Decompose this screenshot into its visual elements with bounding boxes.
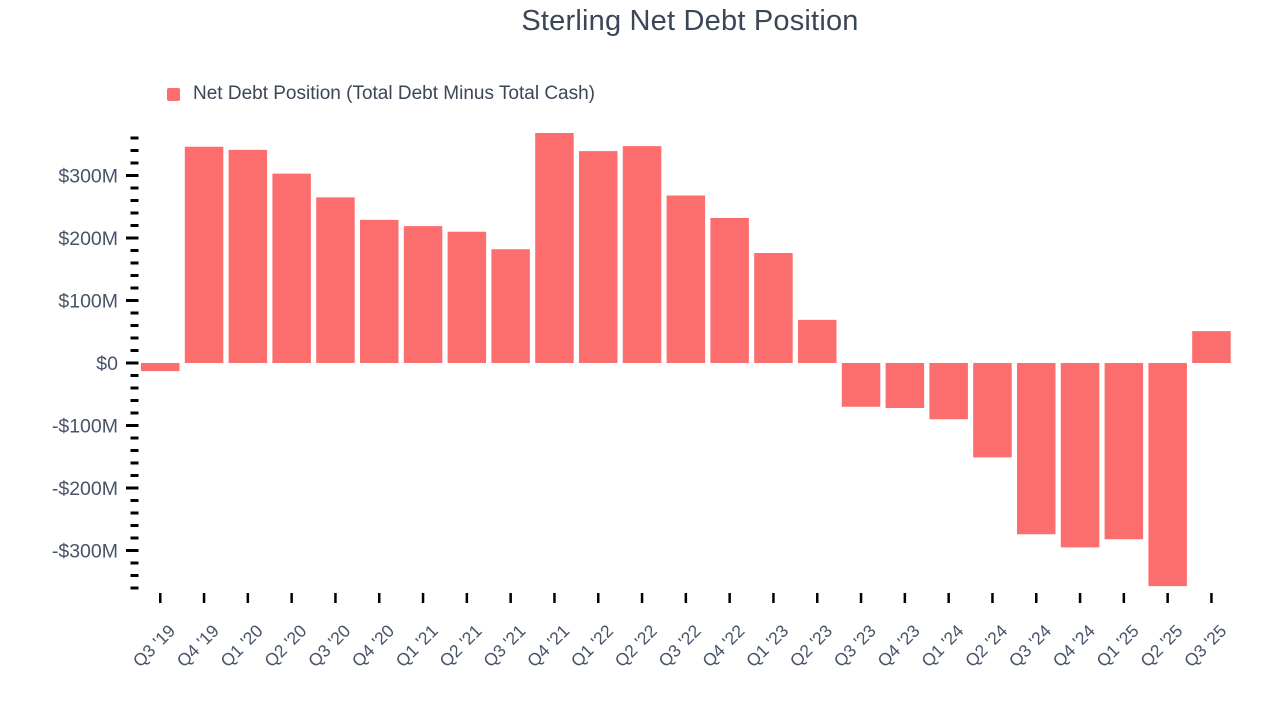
legend-label: Net Debt Position (Total Debt Minus Tota… xyxy=(193,83,595,104)
x-axis-label: Q4 '24 xyxy=(1049,620,1099,670)
bar-q1-25 xyxy=(1104,363,1144,540)
x-axis-label: Q3 '20 xyxy=(304,620,354,670)
bar-q4-22 xyxy=(710,218,749,363)
x-axis-label: Q2 '22 xyxy=(611,621,661,671)
x-axis-label: Q4 '21 xyxy=(523,621,573,671)
bar-q3-24 xyxy=(1017,363,1056,535)
bar-q2-23 xyxy=(798,319,837,363)
x-axis-label: Q1 '24 xyxy=(917,620,967,670)
bar-q4-20 xyxy=(360,219,399,363)
x-axis-label: Q2 '25 xyxy=(1136,621,1186,671)
bar-q3-19 xyxy=(141,363,180,372)
x-axis-label: Q3 '22 xyxy=(654,621,704,671)
bar-q2-22 xyxy=(622,146,662,363)
x-axis-label: Q2 '23 xyxy=(786,621,836,671)
x-axis-label: Q1 '21 xyxy=(392,621,442,671)
bar-q2-24 xyxy=(973,363,1012,458)
bar-q2-21 xyxy=(447,231,487,363)
x-axis-label: Q4 '22 xyxy=(698,621,748,671)
legend-item[interactable]: Net Debt Position (Total Debt Minus Tota… xyxy=(167,83,595,105)
bar-q4-21 xyxy=(535,133,574,363)
y-axis-label: $200M xyxy=(58,228,118,250)
bar-q1-20 xyxy=(228,149,268,363)
y-axis-label: -$200M xyxy=(52,478,118,500)
x-axis-label: Q1 '20 xyxy=(216,620,266,670)
x-axis-label: Q1 '23 xyxy=(742,621,792,671)
bar-q1-22 xyxy=(579,151,618,363)
bar-q3-21 xyxy=(491,249,530,363)
bar-q3-20 xyxy=(316,197,355,363)
x-axis-label: Q3 '23 xyxy=(830,621,880,671)
bar-q3-25 xyxy=(1192,331,1231,363)
bar-q4-23 xyxy=(885,363,925,408)
y-axis-label: $300M xyxy=(58,166,118,188)
y-axis-label: -$300M xyxy=(52,541,118,563)
bar-q3-22 xyxy=(666,195,706,363)
bar-q1-24 xyxy=(929,363,968,420)
chart-title: Sterling Net Debt Position xyxy=(521,5,859,37)
y-axis-label: $0 xyxy=(96,353,118,375)
x-axis-label: Q3 '19 xyxy=(129,621,179,671)
x-axis-label: Q1 '22 xyxy=(567,621,617,671)
x-axis-label: Q3 '24 xyxy=(1005,620,1055,670)
x-axis-label: Q4 '19 xyxy=(173,621,223,671)
bar-q4-19 xyxy=(184,146,224,363)
bar-q1-21 xyxy=(403,226,443,363)
x-axis-label: Q4 '20 xyxy=(348,620,398,670)
x-axis-label: Q2 '21 xyxy=(435,621,485,671)
x-axis-label: Q2 '24 xyxy=(961,620,1011,670)
x-axis-label: Q3 '25 xyxy=(1180,621,1230,671)
bar-q2-20 xyxy=(272,173,311,363)
bar-q3-23 xyxy=(841,363,881,407)
bar-q4-24 xyxy=(1060,363,1100,548)
x-axis-label: Q4 '23 xyxy=(873,621,923,671)
bar-q2-25 xyxy=(1148,363,1187,587)
x-axis-label: Q1 '25 xyxy=(1092,621,1142,671)
x-axis-label: Q3 '21 xyxy=(479,621,529,671)
y-axis-label: $100M xyxy=(58,291,118,313)
y-axis-label: -$100M xyxy=(52,416,118,438)
bar-q1-23 xyxy=(754,253,793,363)
x-axis-label: Q2 '20 xyxy=(260,620,310,670)
legend-swatch-icon xyxy=(167,87,180,101)
